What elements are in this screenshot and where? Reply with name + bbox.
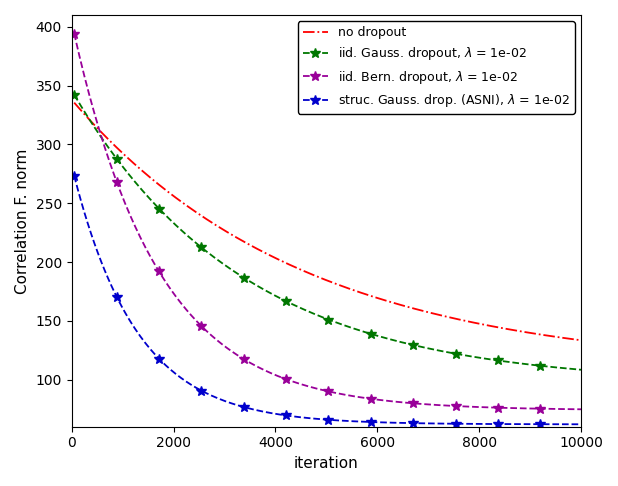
iid. Gauss. dropout, $\lambda$ = 1e-02 xyxy=(497,358,505,364)
Line: struc. Gauss. drop. (ASNI), $\lambda$ = 1e-02: struc. Gauss. drop. (ASNI), $\lambda$ = … xyxy=(69,171,586,429)
no dropout xyxy=(381,297,388,303)
iid. Bern. dropout, $\lambda$ = 1e-02 xyxy=(371,397,378,402)
iid. Gauss. dropout, $\lambda$ = 1e-02 xyxy=(371,332,378,338)
Line: iid. Gauss. dropout, $\lambda$ = 1e-02: iid. Gauss. dropout, $\lambda$ = 1e-02 xyxy=(69,90,586,375)
struc. Gauss. drop. (ASNI), $\lambda$ = 1e-02 xyxy=(577,421,585,427)
Line: iid. Bern. dropout, $\lambda$ = 1e-02: iid. Bern. dropout, $\lambda$ = 1e-02 xyxy=(69,29,586,414)
iid. Gauss. dropout, $\lambda$ = 1e-02 xyxy=(372,332,379,338)
iid. Gauss. dropout, $\lambda$ = 1e-02 xyxy=(381,335,388,341)
X-axis label: iteration: iteration xyxy=(294,456,358,471)
struc. Gauss. drop. (ASNI), $\lambda$ = 1e-02 xyxy=(371,419,378,425)
struc. Gauss. drop. (ASNI), $\lambda$ = 1e-02 xyxy=(381,419,388,425)
iid. Gauss. dropout, $\lambda$ = 1e-02 xyxy=(70,92,78,98)
iid. Bern. dropout, $\lambda$ = 1e-02 xyxy=(381,398,388,403)
no dropout xyxy=(372,295,379,300)
no dropout xyxy=(497,325,505,331)
iid. Bern. dropout, $\lambda$ = 1e-02 xyxy=(577,406,585,412)
Line: no dropout: no dropout xyxy=(74,103,581,340)
iid. Gauss. dropout, $\lambda$ = 1e-02 xyxy=(72,95,80,101)
iid. Gauss. dropout, $\lambda$ = 1e-02 xyxy=(577,367,585,373)
Y-axis label: Correlation F. norm: Correlation F. norm xyxy=(15,148,30,294)
iid. Bern. dropout, $\lambda$ = 1e-02 xyxy=(372,397,379,402)
no dropout xyxy=(72,102,80,107)
no dropout xyxy=(577,337,585,343)
iid. Bern. dropout, $\lambda$ = 1e-02 xyxy=(497,405,505,411)
iid. Bern. dropout, $\lambda$ = 1e-02 xyxy=(72,38,80,44)
struc. Gauss. drop. (ASNI), $\lambda$ = 1e-02 xyxy=(72,179,80,185)
no dropout xyxy=(530,330,537,336)
no dropout xyxy=(371,294,378,300)
iid. Bern. dropout, $\lambda$ = 1e-02 xyxy=(70,31,78,36)
struc. Gauss. drop. (ASNI), $\lambda$ = 1e-02 xyxy=(372,419,379,425)
Legend: no dropout, iid. Gauss. dropout, $\lambda$ = 1e-02, iid. Bern. dropout, $\lambda: no dropout, iid. Gauss. dropout, $\lambd… xyxy=(298,21,575,114)
iid. Bern. dropout, $\lambda$ = 1e-02 xyxy=(530,406,537,412)
struc. Gauss. drop. (ASNI), $\lambda$ = 1e-02 xyxy=(70,173,78,179)
no dropout xyxy=(70,100,78,105)
iid. Gauss. dropout, $\lambda$ = 1e-02 xyxy=(530,362,537,368)
struc. Gauss. drop. (ASNI), $\lambda$ = 1e-02 xyxy=(497,421,505,427)
struc. Gauss. drop. (ASNI), $\lambda$ = 1e-02 xyxy=(530,421,537,427)
